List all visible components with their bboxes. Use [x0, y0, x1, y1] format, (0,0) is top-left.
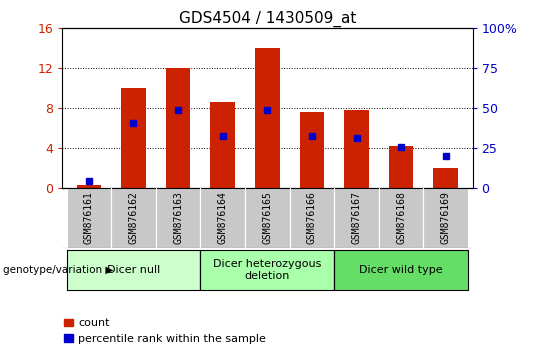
Bar: [379, 188, 423, 248]
Text: GSM876169: GSM876169: [441, 190, 451, 244]
Bar: [66, 188, 111, 248]
Bar: [334, 250, 468, 290]
Bar: [111, 188, 156, 248]
Bar: [334, 188, 379, 248]
Bar: [200, 188, 245, 248]
Bar: [156, 188, 200, 248]
Bar: [211, 102, 235, 188]
Title: GDS4504 / 1430509_at: GDS4504 / 1430509_at: [179, 11, 356, 27]
Text: Dicer null: Dicer null: [107, 265, 160, 275]
Text: GSM876168: GSM876168: [396, 190, 406, 244]
Text: GSM876162: GSM876162: [129, 190, 138, 244]
Bar: [434, 168, 458, 188]
Bar: [166, 68, 191, 188]
Bar: [423, 188, 468, 248]
Legend: count, percentile rank within the sample: count, percentile rank within the sample: [59, 314, 271, 348]
Bar: [300, 112, 324, 188]
Bar: [389, 146, 414, 188]
Bar: [255, 48, 280, 188]
Bar: [77, 185, 101, 188]
Text: GSM876167: GSM876167: [352, 190, 361, 244]
Bar: [289, 188, 334, 248]
Bar: [66, 250, 200, 290]
Text: GSM876166: GSM876166: [307, 190, 317, 244]
Bar: [345, 110, 369, 188]
Text: Dicer wild type: Dicer wild type: [359, 265, 443, 275]
Text: Dicer heterozygous
deletion: Dicer heterozygous deletion: [213, 259, 321, 281]
Text: genotype/variation ▶: genotype/variation ▶: [3, 265, 113, 275]
Text: GSM876161: GSM876161: [84, 190, 94, 244]
Text: GSM876163: GSM876163: [173, 190, 183, 244]
Text: GSM876165: GSM876165: [262, 190, 272, 244]
Bar: [121, 88, 146, 188]
Text: GSM876164: GSM876164: [218, 190, 228, 244]
Bar: [245, 188, 289, 248]
Bar: [200, 250, 334, 290]
